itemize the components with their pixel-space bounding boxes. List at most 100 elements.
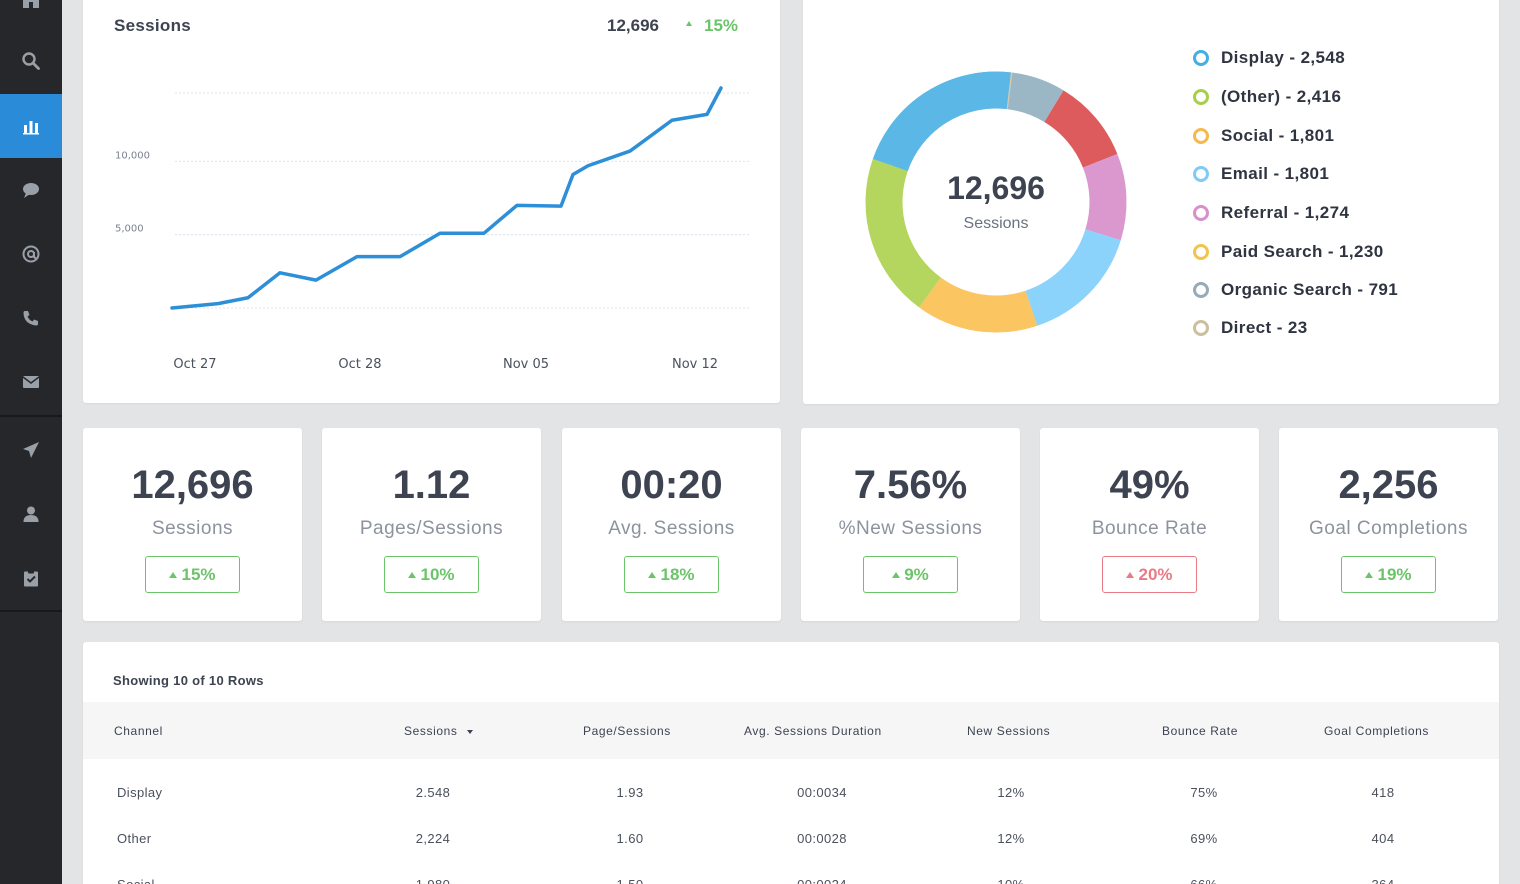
table-cell: Other: [117, 831, 152, 846]
column-header-new-sessions[interactable]: New Sessions: [967, 724, 1051, 738]
legend-marker-icon: [1193, 50, 1209, 66]
column-header-avg-duration[interactable]: Avg. Sessions Duration: [744, 724, 882, 738]
sidebar-item-campaigns[interactable]: [0, 418, 62, 482]
table-cell: Display: [117, 785, 163, 800]
legend-item[interactable]: Direct - 23: [1193, 318, 1308, 338]
stat-change-badge: 15%: [145, 556, 240, 593]
table-row[interactable]: Display 2.548 1.93 00:0034 12% 75% 418: [83, 785, 1499, 831]
legend-marker-icon: [1193, 320, 1209, 336]
trend-up-icon: [169, 571, 178, 578]
legend-item[interactable]: Organic Search - 791: [1193, 280, 1398, 300]
stat-value: 12,696: [131, 463, 254, 507]
user-icon: [23, 506, 39, 522]
sessions-series-line: [170, 86, 723, 310]
trend-up-icon: [408, 571, 417, 578]
stat-label: %New Sessions: [838, 518, 983, 539]
stat-label: Avg. Sessions: [608, 518, 735, 539]
trend-up-icon: [686, 21, 692, 26]
sidebar-item-analytics[interactable]: [0, 94, 62, 158]
table-cell: 2.548: [415, 785, 451, 800]
legend-item[interactable]: Paid Search - 1,230: [1193, 242, 1384, 262]
sidebar-divider: [0, 415, 62, 417]
stat-card: 2,256 Goal Completions 19%: [1279, 428, 1498, 621]
sidebar-item-tasks[interactable]: [0, 546, 62, 610]
legend-label: Display - 2,548: [1221, 48, 1346, 67]
stat-change-value: 18%: [660, 564, 695, 584]
column-header-bounce-rate[interactable]: Bounce Rate: [1162, 724, 1238, 738]
legend-label: Social - 1,801: [1221, 126, 1335, 145]
sidebar-item-search[interactable]: [0, 29, 62, 93]
table-cell: 66%: [1190, 877, 1217, 884]
column-header-goal-completions[interactable]: Goal Completions: [1324, 724, 1429, 738]
table-cell: 1.60: [616, 831, 644, 846]
clipboard-icon: [24, 569, 38, 587]
column-header-sessions[interactable]: Sessions: [404, 724, 473, 738]
column-header-page-sessions[interactable]: Page/Sessions: [583, 724, 671, 738]
legend-label: (Other) - 2,416: [1221, 87, 1342, 106]
stat-card: 00:20 Avg. Sessions 18%: [562, 428, 781, 621]
channels-donut-card: 12,696 Sessions Display - 2,548 (Other) -…: [803, 0, 1499, 404]
chart-change: 15%: [704, 16, 739, 35]
x-tick-label: Oct 28: [338, 357, 381, 372]
table-row[interactable]: Social 1,980 1.50 00:0024 10% 66% 364: [83, 877, 1499, 884]
stat-change-value: 10%: [420, 564, 455, 584]
legend-item[interactable]: (Other) - 2,416: [1193, 87, 1341, 107]
mail-icon: [22, 376, 40, 388]
stat-change-badge: 20%: [1102, 556, 1197, 593]
sidebar-item-mail[interactable]: [0, 350, 62, 414]
x-tick-label: Nov 12: [672, 357, 718, 372]
legend-item[interactable]: Email - 1,801: [1193, 164, 1329, 184]
table-cell: 404: [1371, 831, 1395, 846]
sidebar-item-contacts[interactable]: [0, 482, 62, 546]
analytics-icon: [23, 121, 39, 135]
trend-up-icon: [1365, 571, 1374, 578]
sidebar-item-chat[interactable]: [0, 158, 62, 222]
donut-slice-referral[interactable]: [863, 70, 1129, 336]
y-tick-label: 5,000: [115, 224, 144, 235]
sidebar-item-calls[interactable]: [0, 286, 62, 350]
legend-item[interactable]: Social - 1,801: [1193, 126, 1334, 146]
legend-marker-icon: [1193, 128, 1209, 144]
legend-item[interactable]: Referral - 1,274: [1193, 203, 1349, 223]
table-cell: 12%: [997, 785, 1025, 800]
table-header: Channel Sessions Page/Sessions Avg. Sess…: [83, 702, 1499, 759]
legend-marker-icon: [1193, 244, 1209, 260]
table-cell: 1,980: [416, 877, 451, 884]
chat-icon: [23, 183, 39, 198]
table-cell: 69%: [1190, 831, 1218, 846]
search-icon: [22, 52, 40, 70]
sort-desc-icon: [466, 729, 473, 734]
stat-card: 1.12 Pages/Sessions 10%: [322, 428, 541, 621]
trend-up-icon: [648, 571, 657, 578]
table-cell: 1.93: [616, 785, 644, 800]
at-sign-icon: [22, 245, 40, 263]
chart-title: Sessions: [114, 16, 192, 35]
stat-value: 49%: [1109, 463, 1190, 507]
stat-label: Pages/Sessions: [359, 518, 504, 539]
legend-label: Organic Search - 791: [1221, 280, 1399, 299]
sidebar-divider: [0, 610, 62, 612]
x-tick-label: Oct 27: [173, 357, 216, 372]
table-caption: Showing 10 of 10 Rows: [113, 673, 264, 688]
stat-value: 7.56%: [853, 463, 968, 507]
legend-item[interactable]: Display - 2,548: [1193, 48, 1345, 68]
table-cell: 1.50: [617, 877, 644, 884]
stat-change-badge: 9%: [863, 556, 958, 593]
legend-marker-icon: [1193, 205, 1209, 221]
table-cell: 2,224: [415, 831, 451, 846]
stat-change-value: 9%: [904, 564, 929, 584]
stat-card: 49% Bounce Rate 20%: [1040, 428, 1259, 621]
table-cell: 00:0024: [797, 877, 847, 884]
table-row[interactable]: Other 2,224 1.60 00:0028 12% 69% 404: [83, 831, 1499, 877]
stat-change-badge: 10%: [384, 556, 479, 593]
trend-up-icon: [1126, 571, 1135, 578]
send-icon: [23, 442, 39, 458]
stat-label: Bounce Rate: [1091, 518, 1208, 539]
sidebar-item-mentions[interactable]: [0, 222, 62, 286]
trend-up-icon: [892, 571, 901, 578]
stat-change-badge: 18%: [624, 556, 719, 593]
column-header-channel[interactable]: Channel: [114, 724, 163, 738]
table-cell: 418: [1371, 785, 1395, 800]
sidebar-item-home[interactable]: [0, 0, 62, 32]
donut-center-label: Sessions: [963, 215, 1029, 232]
